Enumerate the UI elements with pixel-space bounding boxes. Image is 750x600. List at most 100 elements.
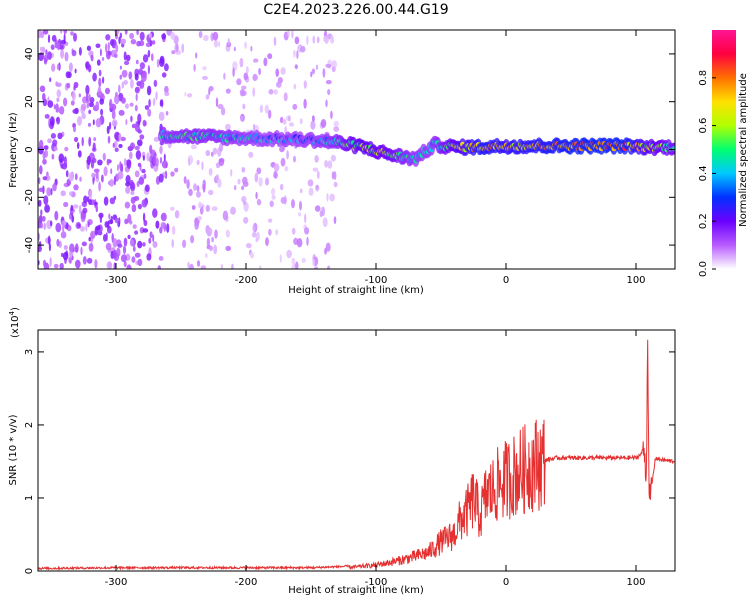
spectrogram-noise-cell — [264, 104, 269, 114]
spectrogram-noise-cell — [110, 168, 113, 175]
spectrogram-noise-cell — [144, 184, 150, 192]
spectrogram-noise-cell — [327, 265, 331, 269]
spectrogram-noise-cell — [71, 255, 74, 261]
spectrogram-noise-cell — [92, 72, 97, 82]
spectrogram-noise-cell — [126, 159, 132, 170]
spectrogram-noise-cell — [123, 80, 128, 85]
colorbar-ticks: 0.0 0.2 0.4 0.6 0.8 — [698, 70, 716, 277]
spectrogram-noise-cell — [78, 93, 82, 98]
spectrogram-noise-cell — [118, 109, 125, 116]
spectrogram-noise-cell — [127, 54, 131, 60]
spectrogram-noise-cell — [103, 196, 109, 206]
spectrogram-noise-cell — [128, 71, 133, 80]
x-tick-label: 0 — [503, 577, 509, 588]
spectrogram-noise-cell — [129, 102, 134, 107]
spectrogram-noise-cell — [159, 156, 163, 164]
colorbar-label: Normalized spectral amplitude — [738, 73, 749, 227]
spectrogram-noise-cell — [267, 53, 273, 60]
spectrogram-noise-cell — [198, 31, 203, 38]
spectrogram-noise-cell — [70, 31, 74, 36]
spectrogram-noise-cell — [299, 188, 303, 194]
spectrogram-noise-cell — [134, 252, 141, 258]
spectrogram-noise-cell — [105, 34, 111, 41]
spectrogram-noise-cell — [188, 157, 191, 167]
svg-text:(x104): (x104) — [8, 307, 21, 338]
spectrogram-noise-cell — [163, 153, 166, 162]
spectrogram-noise-cell — [248, 151, 254, 158]
spectrogram-noise-cell — [88, 101, 94, 108]
x-tick-label: -100 — [365, 275, 388, 286]
spectrogram-noise-cell — [316, 184, 319, 190]
spectrogram-noise-cell — [101, 57, 105, 61]
spectrogram-noise-cell — [102, 152, 106, 161]
spectrogram-noise-cell — [149, 40, 153, 47]
spectrogram-noise-cell — [146, 85, 152, 96]
spectrogram-noise-cell — [215, 97, 219, 108]
spectrogram-noise-cell — [164, 91, 170, 97]
spectrogram-noise-cell — [330, 154, 336, 162]
spectrogram-noise-cell — [294, 36, 300, 45]
spectrogram-noise-cell — [255, 191, 258, 200]
spectrogram-noise-cell — [124, 60, 130, 66]
spectrogram-noise-cell — [208, 189, 214, 196]
spectrogram-noise-cell — [109, 39, 115, 46]
spectrogram-noise-cell — [120, 254, 127, 263]
spectrogram-noise-cell — [241, 167, 246, 173]
spectrogram-noise-cell — [69, 191, 73, 196]
spectrogram-noise-cell — [249, 252, 254, 259]
spectrogram-noise-cell — [227, 38, 230, 46]
spectrogram-noise-cell — [90, 160, 95, 169]
spectrogram-noise-cell — [120, 136, 126, 142]
spectrogram-noise-cell — [280, 196, 287, 204]
spectrogram-noise-cell — [99, 48, 102, 57]
spectrogram-noise-cell — [307, 179, 314, 187]
spectrogram-noise-cell — [109, 98, 113, 109]
spectrogram-noise-cell — [127, 234, 131, 240]
spectrogram-noise-cell — [315, 64, 319, 70]
spectrogram-noise-cell — [134, 104, 138, 112]
spectrogram-noise-cell — [296, 238, 303, 248]
spectrogram-noise-cell — [92, 175, 95, 185]
spectrogram-noise-cell — [49, 116, 55, 127]
spectrogram-noise-cell — [125, 174, 131, 184]
spectrogram-noise-cell — [38, 245, 42, 253]
spectrogram-noise-cell — [73, 184, 79, 191]
snr-series-line — [38, 339, 675, 571]
spectrogram-noise-cell — [298, 212, 302, 217]
spectrogram-noise-cell — [197, 216, 202, 221]
spectrogram-noise-cell — [132, 224, 137, 230]
y-tick-label: -20 — [24, 189, 35, 205]
spectrogram-noise-cell — [291, 199, 295, 209]
spectrogram-noise-cell — [231, 263, 234, 269]
spectrogram-noise-cell — [130, 39, 137, 45]
spectrogram-noise-cell — [131, 123, 136, 129]
spectrogram-noise-cell — [71, 215, 75, 223]
spectrogram-noise-cell — [252, 73, 258, 82]
y-tick-label: 2 — [24, 422, 35, 428]
spectrogram-noise-cell — [308, 187, 314, 196]
spectrogram-noise-cell — [188, 188, 193, 196]
spectrogram-noise-cell — [243, 201, 247, 206]
spectrogram-noise-cell — [135, 59, 139, 65]
spectrogram-noise-cell — [202, 66, 207, 71]
x-tick-label: 100 — [626, 577, 645, 588]
spectrogram-noise-cell — [314, 205, 321, 212]
spectrogram-noise-cell — [284, 166, 289, 172]
spectrogram-noise-cell — [78, 205, 82, 214]
spectrogram-noise-cell — [118, 36, 121, 45]
spectrogram-noise-cell — [95, 171, 99, 179]
spectrogram-noise-cell — [244, 41, 248, 49]
spectrogram-noise-cell — [125, 181, 131, 187]
spectrogram-noise-cell — [243, 72, 249, 81]
spectrogram-noise-cell — [129, 220, 133, 225]
spectrogram-noise-cell — [94, 201, 98, 206]
spectrogram-noise-cell — [43, 222, 46, 230]
spectrogram-noise-cell — [68, 62, 73, 72]
spectrogram-noise-cell — [106, 261, 113, 269]
spectrogram-noise-cell — [174, 210, 180, 219]
spectrogram-noise-cell — [314, 155, 319, 163]
spectrogram-noise-cell — [88, 237, 91, 242]
spectrogram-noise-cell — [250, 46, 253, 52]
spectrogram-noise-cell — [268, 89, 274, 95]
spectrogram-noise-cell — [243, 216, 249, 224]
